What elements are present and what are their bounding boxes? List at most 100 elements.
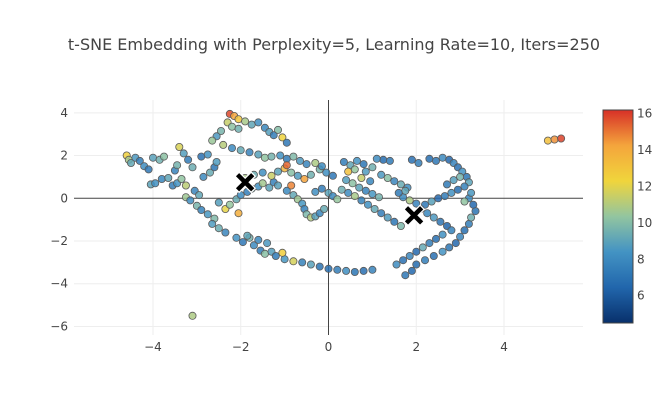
data-point xyxy=(317,184,326,193)
data-point xyxy=(543,136,552,145)
data-point xyxy=(344,167,353,176)
data-point xyxy=(456,232,465,241)
data-point xyxy=(282,186,291,195)
data-point xyxy=(453,185,462,194)
data-point xyxy=(214,198,223,207)
data-point xyxy=(295,156,304,165)
data-point xyxy=(258,168,267,177)
data-point xyxy=(151,179,160,188)
data-point xyxy=(157,174,166,183)
data-point xyxy=(199,172,208,181)
data-point xyxy=(383,173,392,182)
data-point xyxy=(241,117,250,126)
data-point xyxy=(243,231,252,240)
data-point xyxy=(350,165,359,174)
data-point xyxy=(447,226,456,235)
data-point xyxy=(265,183,274,192)
data-point xyxy=(254,150,263,159)
data-point xyxy=(245,148,254,157)
data-point xyxy=(214,224,223,233)
data-point xyxy=(333,195,342,204)
data-point xyxy=(357,173,366,182)
data-point xyxy=(342,266,351,275)
data-point xyxy=(425,154,434,163)
data-point xyxy=(390,217,399,226)
data-point xyxy=(368,163,377,172)
data-point xyxy=(177,174,186,183)
data-point xyxy=(282,161,291,170)
data-point xyxy=(221,228,230,237)
data-point xyxy=(273,167,282,176)
data-point xyxy=(232,233,241,242)
data-point xyxy=(368,189,377,198)
colorbar: 6 8 10 12 14 16 xyxy=(602,107,652,324)
data-point xyxy=(405,196,414,205)
data-point xyxy=(412,260,421,269)
data-point xyxy=(320,204,329,213)
points xyxy=(122,109,566,320)
data-point xyxy=(260,153,269,162)
data-point xyxy=(425,239,434,248)
data-point xyxy=(431,234,440,243)
data-point xyxy=(188,311,197,320)
data-point xyxy=(225,200,234,209)
x-tick-label: −4 xyxy=(144,340,162,354)
data-point xyxy=(216,127,225,136)
data-point xyxy=(135,156,144,165)
data-point xyxy=(324,264,333,273)
data-point xyxy=(173,161,182,170)
data-point xyxy=(377,209,386,218)
data-point xyxy=(344,188,353,197)
data-point xyxy=(322,168,331,177)
colorbar-tick-label: 6 xyxy=(637,289,645,303)
data-point xyxy=(175,142,184,151)
data-point xyxy=(557,134,566,143)
data-point xyxy=(456,172,465,181)
data-point xyxy=(278,248,287,257)
data-point xyxy=(396,221,405,230)
data-point xyxy=(317,162,326,171)
data-point xyxy=(127,158,136,167)
data-point xyxy=(348,179,357,188)
data-point xyxy=(361,186,370,195)
data-point xyxy=(427,197,436,206)
centroid-marker xyxy=(234,171,257,194)
data-point xyxy=(186,196,195,205)
data-point xyxy=(238,238,247,247)
y-tick-label: 4 xyxy=(60,106,68,120)
data-point xyxy=(300,174,309,183)
chart-title: t-SNE Embedding with Perplexity=5, Learn… xyxy=(68,35,600,54)
x-tick-label: −2 xyxy=(232,340,250,354)
data-point xyxy=(219,140,228,149)
data-point xyxy=(350,267,359,276)
data-point xyxy=(451,239,460,248)
data-point xyxy=(236,146,245,155)
data-point xyxy=(355,183,364,192)
data-point xyxy=(311,158,320,167)
y-tick-label: −6 xyxy=(50,319,68,333)
colorbar-tick-label: 12 xyxy=(637,179,652,193)
data-point xyxy=(278,133,287,142)
data-point xyxy=(289,152,298,161)
data-point xyxy=(197,152,206,161)
data-point xyxy=(227,122,236,131)
data-point xyxy=(287,181,296,190)
data-point xyxy=(359,266,368,275)
data-point xyxy=(306,170,315,179)
data-point xyxy=(236,191,245,200)
centroids xyxy=(234,171,426,227)
data-point xyxy=(148,153,157,162)
data-point xyxy=(276,151,285,160)
data-point xyxy=(436,217,445,226)
data-point xyxy=(164,173,173,182)
data-point xyxy=(407,155,416,164)
data-point xyxy=(442,180,451,189)
colorbar-gradient xyxy=(602,109,634,324)
data-point xyxy=(445,243,454,252)
data-point xyxy=(390,177,399,186)
data-point xyxy=(208,136,217,145)
data-point xyxy=(438,247,447,256)
data-point xyxy=(258,179,267,188)
data-point xyxy=(460,197,469,206)
data-point xyxy=(254,235,263,244)
